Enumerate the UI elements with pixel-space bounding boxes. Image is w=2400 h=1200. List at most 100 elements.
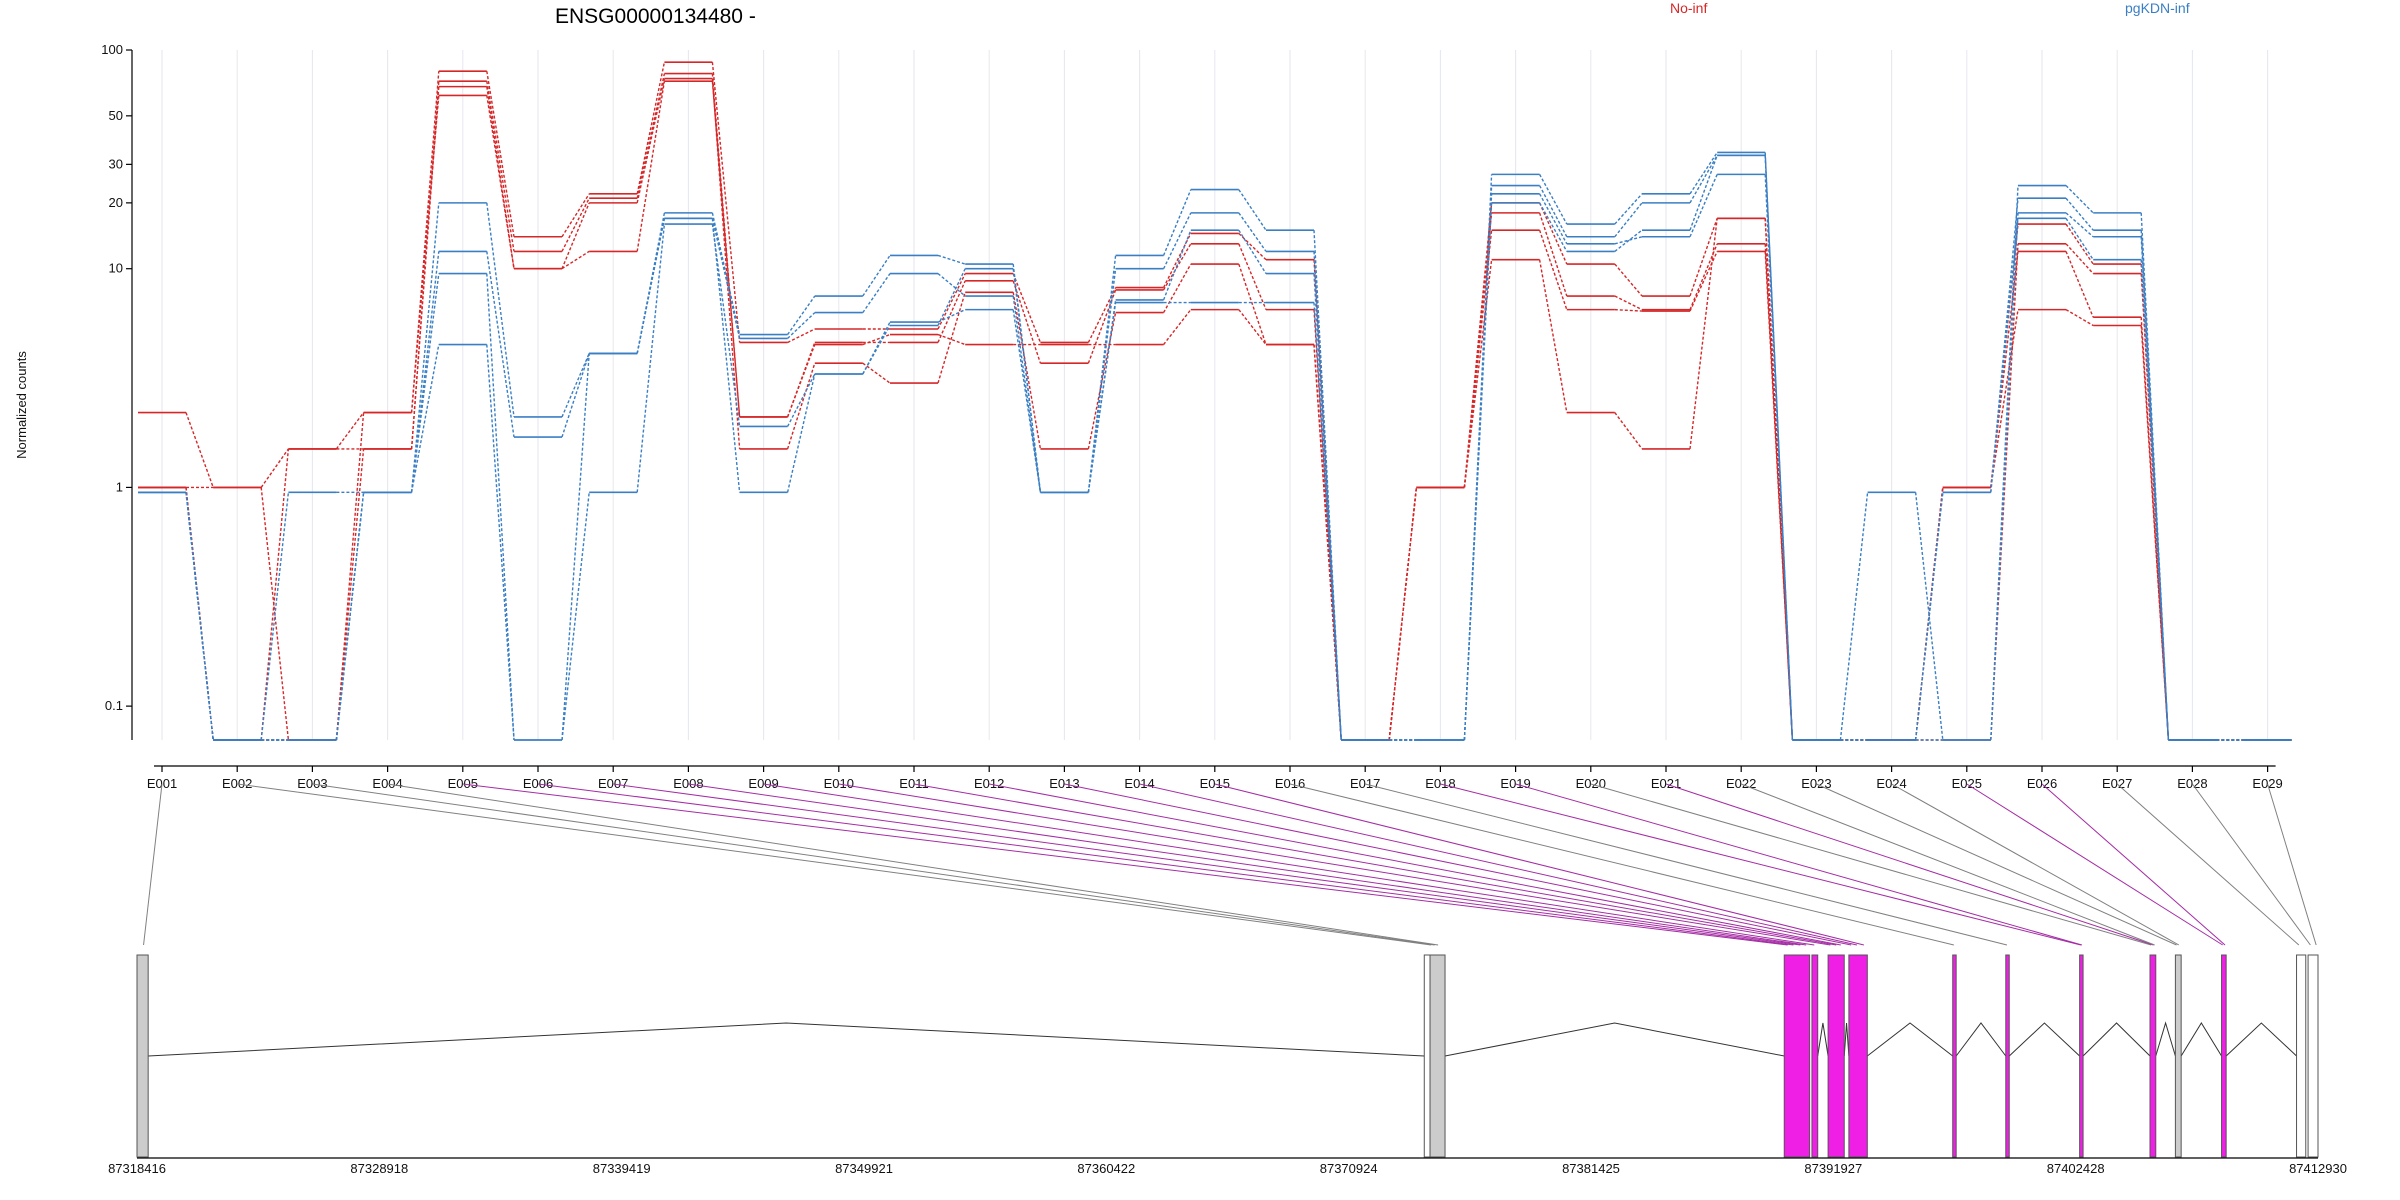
data-connector <box>185 492 214 741</box>
coordinate-label: 87360422 <box>1077 1161 1135 1176</box>
y-tick-label: 50 <box>109 108 123 123</box>
data-connector <box>2065 251 2094 318</box>
data-connector <box>2065 243 2094 275</box>
data-connector <box>1162 229 1192 301</box>
data-connector <box>1238 263 1267 345</box>
data-connector <box>1087 302 1117 493</box>
x-tick-label: E003 <box>297 776 327 791</box>
data-connector <box>185 412 214 488</box>
data-connector <box>561 492 590 741</box>
data-connector <box>786 373 816 493</box>
data-connector <box>486 273 515 741</box>
exon-connector <box>1515 783 2083 946</box>
data-connector <box>486 86 515 269</box>
y-tick-label: 20 <box>109 195 123 210</box>
intron-line <box>1444 1022 1785 1057</box>
coordinate-label: 87328918 <box>350 1161 408 1176</box>
data-connector <box>711 218 741 493</box>
data-connector <box>335 448 365 741</box>
data-connector <box>711 81 741 417</box>
intron-line <box>2008 1022 2080 1057</box>
data-connector <box>1614 295 1643 311</box>
data-connector <box>636 78 666 204</box>
data-connector <box>1614 193 1643 225</box>
data-connector <box>2140 212 2170 741</box>
data-connector <box>1012 273 1042 343</box>
data-connector <box>1990 185 2019 741</box>
data-connector <box>787 295 816 335</box>
data-connector <box>636 73 666 199</box>
exon-connector <box>1590 783 2152 946</box>
intron-line <box>1817 1022 1829 1057</box>
exon-box <box>1783 954 1811 1158</box>
data-connector <box>1538 193 1568 245</box>
data-connector <box>1614 202 1643 238</box>
data-connector <box>561 353 590 741</box>
data-connector <box>1614 229 1643 252</box>
gene-model: 87318416 87328918 87339419 87349921 87360422… <box>108 954 2347 1176</box>
exon-connector <box>1365 783 2008 946</box>
exon-connector <box>613 783 1801 946</box>
data-connector <box>636 218 666 354</box>
data-connector <box>410 344 440 493</box>
data-connector <box>862 325 891 375</box>
exon-connector <box>989 783 1841 946</box>
exon-box <box>2079 954 2084 1158</box>
data-connector <box>260 448 290 741</box>
data-connector <box>636 81 666 252</box>
coordinate-label: 87349921 <box>835 1161 893 1176</box>
coordinate-label: 87391927 <box>1804 1161 1862 1176</box>
data-connector <box>561 353 590 418</box>
data-connector <box>260 448 289 488</box>
exon-box <box>1827 954 1845 1158</box>
coordinate-label: 87381425 <box>1562 1161 1620 1176</box>
x-tick-label: E004 <box>372 776 402 791</box>
exon-box <box>2149 954 2157 1158</box>
data-connector <box>786 344 816 418</box>
x-tick-label: E015 <box>1200 776 1230 791</box>
data-connector <box>1689 218 1718 449</box>
data-connector <box>1238 243 1267 310</box>
y-tick-label: 10 <box>109 261 123 276</box>
data-connector <box>1238 309 1267 345</box>
intron-line <box>2225 1022 2297 1057</box>
exon-connector <box>1816 783 2177 946</box>
data-connector <box>937 280 966 343</box>
exon-box <box>2307 954 2319 1158</box>
x-tick-label: E027 <box>2102 776 2132 791</box>
exon-box <box>1848 954 1868 1158</box>
x-tick-label: E007 <box>598 776 628 791</box>
data-connector <box>2065 185 2094 214</box>
data-connector <box>486 251 515 438</box>
exon-box <box>1952 954 1957 1158</box>
data-connector <box>486 71 515 237</box>
data-connector <box>862 362 891 384</box>
exon-box <box>2296 954 2307 1158</box>
exon-box <box>1429 954 1446 1158</box>
x-tick-label: E029 <box>2252 776 2282 791</box>
data-connector <box>1689 155 1718 231</box>
x-tick-label: E019 <box>1500 776 1530 791</box>
x-tick-label: E012 <box>974 776 1004 791</box>
data-connector <box>335 412 365 450</box>
exon-connector <box>1139 783 1858 946</box>
data-connector <box>1012 309 1042 493</box>
x-tick-label: E024 <box>1876 776 1906 791</box>
data-connector <box>1087 268 1117 493</box>
data-connector <box>636 223 666 493</box>
data-connector <box>561 250 590 270</box>
coordinate-label: 87318416 <box>108 1161 166 1176</box>
exon-connector <box>1214 783 1864 946</box>
data-connector <box>1990 218 2019 493</box>
series-pgkdn-inf <box>138 154 2292 741</box>
exon-box <box>1811 954 1819 1158</box>
exon-connector <box>688 783 1807 946</box>
x-tick-label: E016 <box>1275 776 1305 791</box>
legend-label-pgkdn-inf: pgKDN-inf <box>2125 0 2190 16</box>
exon-connector <box>913 783 1837 946</box>
chart-title: ENSG00000134480 - <box>555 5 756 28</box>
data-connector <box>561 353 590 438</box>
intron-line <box>148 1022 1425 1057</box>
coordinate-label: 87339419 <box>593 1161 651 1176</box>
